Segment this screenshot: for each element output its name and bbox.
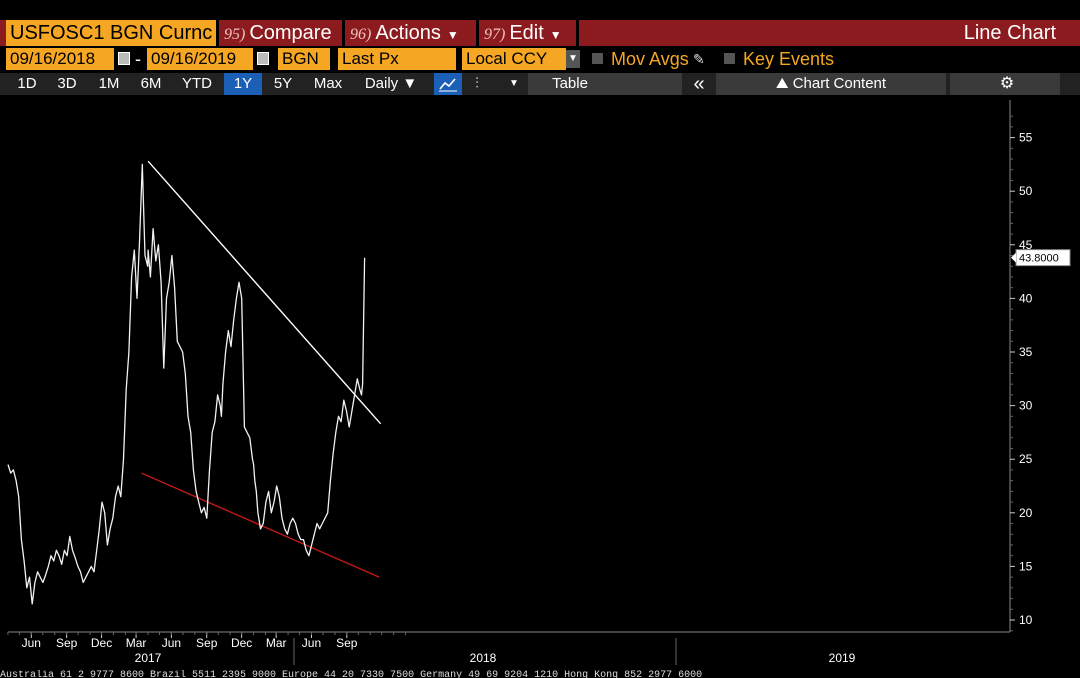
last-value-pointer (1011, 252, 1016, 263)
field-selector[interactable]: Last Px (338, 48, 456, 70)
settings-panel (950, 73, 1060, 95)
chart-labels: 10 15 20 25 30 35 40 45 50 55 Jun Sep Dec Mar Jun Sep De… (22, 131, 1071, 665)
mov-avgs-checkbox[interactable] (592, 53, 603, 64)
line-chart-icon-glyph (439, 78, 457, 92)
x-tick-label: Dec (91, 636, 112, 650)
chart-content-button[interactable]: ⛰ Chart Content (716, 73, 946, 95)
period-button[interactable]: 1M (98, 75, 120, 92)
period-button[interactable]: 3D (57, 75, 77, 92)
chart-content-icon: ⛰ (775, 75, 789, 92)
chart-content-panel (716, 73, 946, 95)
period-button-selected[interactable]: 1Y (224, 73, 262, 95)
period-button[interactable]: Max (313, 75, 343, 92)
actions-menu[interactable]: 96) Actions ▼ (350, 20, 459, 46)
top-toolbar: USFOSC1 BGN Curnc 95) Compare 96) Actions ▼… (0, 20, 1080, 46)
table-panel (528, 73, 682, 95)
collapse-icon[interactable]: « (693, 73, 705, 95)
footer-contacts: Australia 61 2 9777 8600 Brazil 5511 239… (0, 670, 703, 678)
y-tick-label: 25 (1019, 452, 1033, 466)
year-label: 2018 (470, 651, 497, 665)
y-tick-label: 35 (1019, 345, 1033, 359)
chevron-down-icon[interactable]: ▼ (566, 50, 580, 68)
chevron-down-icon: ▼ (446, 28, 459, 42)
chart-type-title: Line Chart (963, 22, 1056, 44)
gear-icon[interactable]: ⚙ (999, 75, 1015, 92)
actions-number: 96) (350, 26, 372, 43)
price-series-line (7, 163, 366, 605)
chart-content-label: Chart Content (792, 75, 887, 92)
toolbar-separator (342, 20, 345, 46)
y-tick-label: 10 (1019, 613, 1033, 627)
compare-label: Compare (249, 22, 332, 44)
x-tick-label: Mar (126, 636, 147, 650)
mov-avgs-label[interactable]: Mov Avgs (611, 49, 689, 69)
bar-chart-icon[interactable]: ⫶ (475, 75, 479, 92)
calendar-icon[interactable] (257, 52, 269, 65)
chart-axes (7, 100, 1015, 665)
period-button[interactable]: 1D (17, 75, 37, 92)
period-button[interactable]: 5Y (273, 75, 293, 92)
y-tick-label: 50 (1019, 184, 1033, 198)
toolbar-separator (576, 20, 579, 46)
x-tick-label: Sep (56, 636, 78, 650)
x-tick-label: Dec (231, 636, 252, 650)
table-button[interactable]: Table (552, 75, 588, 92)
key-events-label[interactable]: Key Events (743, 49, 835, 69)
trendline-resistance (147, 160, 382, 425)
date-range-dash: - (135, 49, 141, 69)
chevron-down-icon: ▼ (549, 28, 562, 42)
actions-label: Actions (375, 22, 441, 44)
toolbar-separator (476, 20, 479, 46)
year-label: 2019 (829, 651, 856, 665)
y-tick-label: 45 (1019, 238, 1033, 252)
last-value-label: 43.8000 (1019, 253, 1059, 265)
compare-number: 95) (224, 26, 246, 43)
chart-lines (7, 160, 382, 605)
line-chart-icon[interactable] (434, 73, 462, 95)
pencil-icon[interactable]: ✎ (693, 51, 705, 67)
settings-bar: 09/16/2018 - 09/16/2019 BGN Last Px Loca… (0, 48, 1080, 70)
y-tick-label: 20 (1019, 506, 1033, 520)
y-tick-label: 15 (1019, 559, 1033, 573)
start-date-field[interactable]: 09/16/2018 (6, 48, 114, 70)
x-tick-label: Jun (302, 636, 321, 650)
year-label: 2017 (135, 651, 162, 665)
end-date-field[interactable]: 09/16/2019 (147, 48, 253, 70)
y-tick-label: 40 (1019, 291, 1033, 305)
toolbar-separator (216, 20, 219, 46)
edit-number: 97) (484, 26, 506, 43)
key-events-checkbox[interactable] (724, 53, 735, 64)
x-tick-label: Mar (266, 636, 287, 650)
y-tick-label: 55 (1019, 131, 1033, 145)
period-button[interactable]: 6M (140, 75, 162, 92)
calendar-icon[interactable] (118, 52, 130, 65)
y-tick-label: 30 (1019, 399, 1033, 413)
edit-label: Edit (509, 22, 544, 44)
period-button[interactable]: YTD (182, 75, 212, 92)
x-tick-label: Jun (162, 636, 181, 650)
edit-menu[interactable]: 97) Edit ▼ (484, 20, 562, 46)
period-toolbar: 1D 3D 1M 6M YTD 1Y 5Y Max Daily ▼ ⫶ ▼ Ta… (0, 73, 1080, 95)
compare-menu[interactable]: 95) Compare (224, 20, 332, 46)
source-field[interactable]: BGN (278, 48, 330, 70)
chevron-down-icon[interactable]: ▼ (509, 78, 519, 89)
ticker-field[interactable]: USFOSC1 BGN Curnc (6, 20, 217, 46)
x-tick-label: Sep (196, 636, 218, 650)
x-tick-label: Jun (22, 636, 41, 650)
x-tick-label: Sep (336, 636, 358, 650)
frequency-dropdown[interactable]: Daily ▼ (364, 75, 418, 92)
currency-selector[interactable]: Local CCY (462, 48, 566, 70)
